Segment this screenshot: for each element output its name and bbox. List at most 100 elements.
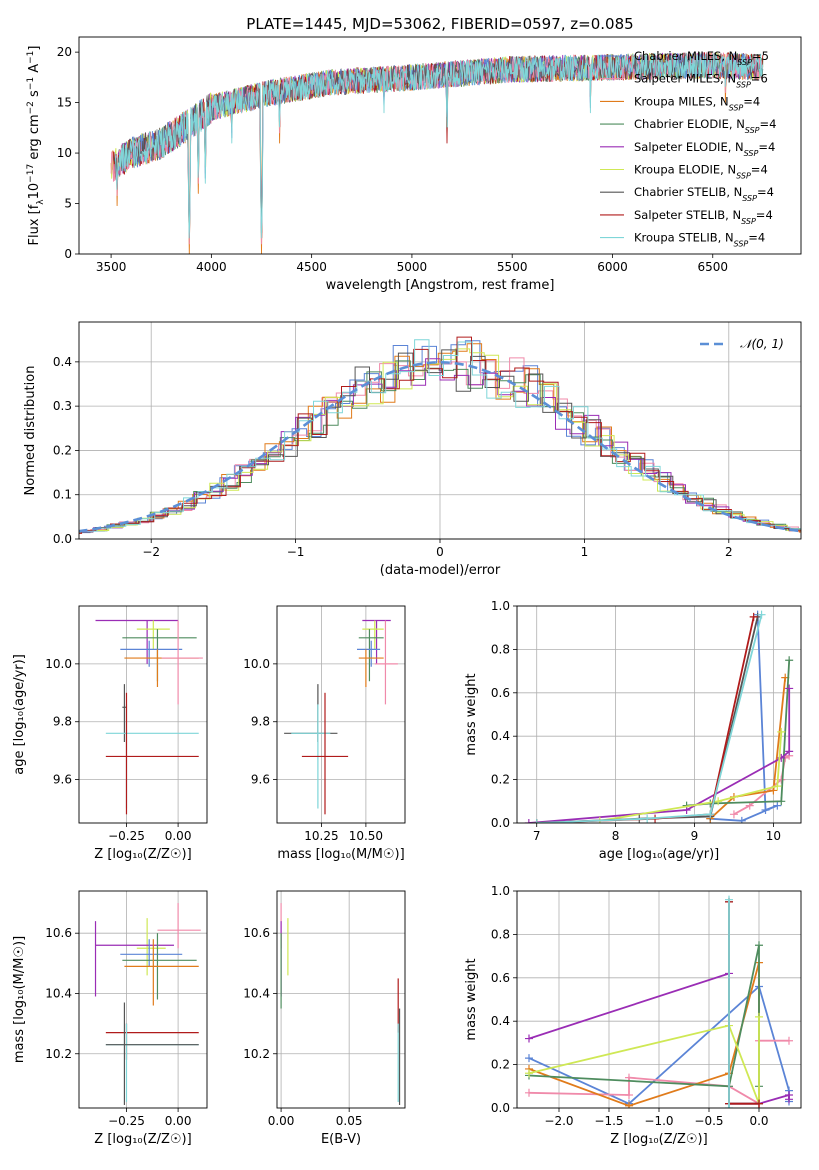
legend-label: 𝒩(0, 1) <box>740 337 784 351</box>
legend-label: Chabrier STELIB, NSSP=4 <box>634 185 774 203</box>
x-tick-label: 0.05 <box>336 1114 363 1128</box>
legend-nssp-symbol: N <box>732 208 741 222</box>
x-tick-label: 10.25 <box>304 829 338 843</box>
legend-model: Salpeter MILES <box>634 72 720 86</box>
axes-frame <box>78 36 802 255</box>
weight-marker <box>777 797 786 806</box>
y-tick-label: 0.4 <box>491 1014 510 1028</box>
x-axis-label: wavelength [Angstrom, rest frame] <box>326 278 555 293</box>
weight-marker <box>785 1095 793 1104</box>
legend-nssp-sub: SSP <box>737 58 752 67</box>
x-tick-label: 0.00 <box>165 829 192 843</box>
age-vs-mass-panel: 10.25 10.50 9.6 9.8 10.0 mass [log₁₀(M/M☉)] <box>243 605 406 862</box>
legend-sep: , <box>721 49 728 63</box>
legend-sep: , <box>713 94 720 108</box>
y-tick-label: 0.6 <box>491 686 510 700</box>
x-tick-label: 7 <box>533 829 541 843</box>
axes-frame <box>516 605 802 824</box>
x-tick-label: 5000 <box>397 260 428 274</box>
errorbar-points <box>284 619 398 815</box>
legend-label: Salpeter MILES, NSSP=6 <box>634 72 768 90</box>
weight-line <box>728 901 759 1105</box>
x-tick-label: 0 <box>436 545 444 559</box>
x-tick-label: −1.0 <box>644 1114 673 1128</box>
x-axis-label: Z [log₁₀(Z/Z☉)] <box>94 847 191 862</box>
legend-model: Kroupa ELODIE <box>634 163 720 177</box>
y-axis-label-part: A <box>27 64 42 77</box>
legend-model: Kroupa STELIB <box>634 231 718 245</box>
axes-frame <box>78 605 208 824</box>
y-tick-label: 15 <box>57 96 72 110</box>
legend-label: Kroupa MILES, NSSP=4 <box>634 94 760 112</box>
y-tick-label: 0.2 <box>491 1058 510 1072</box>
y-tick-label: 1.0 <box>491 599 510 613</box>
weight-line <box>710 614 778 822</box>
y-axis-label-part: −1 <box>26 77 36 90</box>
y-tick-label: 5 <box>64 197 72 211</box>
y-axis-label: mass weight <box>464 958 479 1040</box>
weight-marker <box>785 684 794 693</box>
legend-sep: , <box>728 140 735 154</box>
y-axis-label-part: erg cm <box>27 114 42 163</box>
legend-eq: = <box>758 140 768 154</box>
x-tick-label: −1.5 <box>594 1114 623 1128</box>
weight-line <box>528 1016 760 1105</box>
legend-nssp-value: 4 <box>758 231 765 245</box>
x-tick-label: 6500 <box>697 260 728 274</box>
legend-label: Chabrier ELODIE, NSSP=4 <box>634 117 776 135</box>
y-axis-label: Flux [fλ10−17 erg cm−2 s−1 A−1] <box>26 46 46 246</box>
x-tick-label: 0.00 <box>268 1114 295 1128</box>
y-tick-label: 10.4 <box>45 986 72 1000</box>
legend-nssp-symbol: N <box>736 117 745 131</box>
weight-marker <box>755 1099 763 1108</box>
x-tick-label: −1 <box>287 545 305 559</box>
legend-nssp-value: 4 <box>765 208 772 222</box>
legend-nssp-symbol: N <box>720 94 729 108</box>
weight-marker <box>725 1104 733 1108</box>
weight-marker <box>729 810 738 819</box>
x-axis-label: Z [log₁₀(Z/Z☉)] <box>94 1132 191 1147</box>
legend-eq: = <box>752 49 762 63</box>
y-axis-label-part: −17 <box>26 164 36 183</box>
spectrum-lines <box>110 51 764 254</box>
weight-marker <box>785 656 794 665</box>
spectrum-panel: 3500 4000 4500 5000 5500 6000 6500 0 5 10 15 20 wave… <box>26 15 802 293</box>
weight-marker <box>725 895 733 904</box>
legend-eq: = <box>756 208 766 222</box>
x-axis-label: mass [log₁₀(M/M☉)] <box>277 847 404 862</box>
mass-vs-EBV-panel: 0.00 0.05 10.2 10.4 10.6 E(B-V) <box>243 890 406 1147</box>
normal-curve <box>79 360 801 533</box>
mass-vs-Z-panel: −0.25 0.00 10.2 10.4 10.6 Z [log₁₀(Z/Z☉)] mass… <box>12 890 208 1147</box>
y-tick-label: 10.2 <box>243 1047 270 1061</box>
x-tick-label: 9 <box>691 829 699 843</box>
legend-sep: , <box>726 185 733 199</box>
legend-sep: , <box>725 208 732 222</box>
weight-line <box>536 614 763 823</box>
y-axis-label-part: ] <box>27 46 42 51</box>
legend-eq: = <box>748 231 758 245</box>
y-tick-label: 20 <box>57 45 72 59</box>
x-tick-label: 10 <box>766 829 781 843</box>
legend-model: Chabrier ELODIE <box>634 117 729 131</box>
x-axis-label: age [log₁₀(age/yr)] <box>599 847 720 862</box>
histograms <box>79 336 801 534</box>
legend-nssp-value: 4 <box>753 94 760 108</box>
y-tick-label: 10 <box>57 146 72 160</box>
weight-marker <box>755 941 763 950</box>
weight-marker <box>625 1090 633 1099</box>
y-tick-label: 0.0 <box>491 1101 510 1115</box>
y-axis-label: mass weight <box>464 673 479 755</box>
weight-marker <box>755 1012 763 1021</box>
x-tick-label: −2 <box>142 545 160 559</box>
legend-nssp-sub: SSP <box>734 239 749 248</box>
weight-marker <box>785 1036 793 1045</box>
legend-model: Salpeter ELODIE <box>634 140 728 154</box>
weight-vs-Z-panel: −2.0 −1.5 −1.0 −0.5 0.0 0.0 0.2 0.4 0.6 0.8 1.0 Z [… <box>464 884 802 1147</box>
legend-nssp-sub: SSP <box>741 216 756 225</box>
legend-nssp-symbol: N <box>727 72 736 86</box>
legend-eq: = <box>751 72 761 86</box>
x-tick-label: 10.50 <box>349 829 383 843</box>
x-axis-label: (data-model)/error <box>380 563 501 578</box>
legend-nssp-value: 4 <box>767 185 774 199</box>
y-axis-label-part: −1 <box>26 51 36 64</box>
